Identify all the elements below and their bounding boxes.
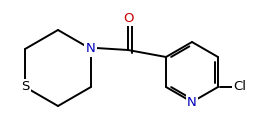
Text: Cl: Cl [233,81,246,93]
Text: N: N [86,42,96,55]
Text: O: O [123,12,133,25]
Text: N: N [187,95,197,109]
Text: S: S [21,81,29,93]
